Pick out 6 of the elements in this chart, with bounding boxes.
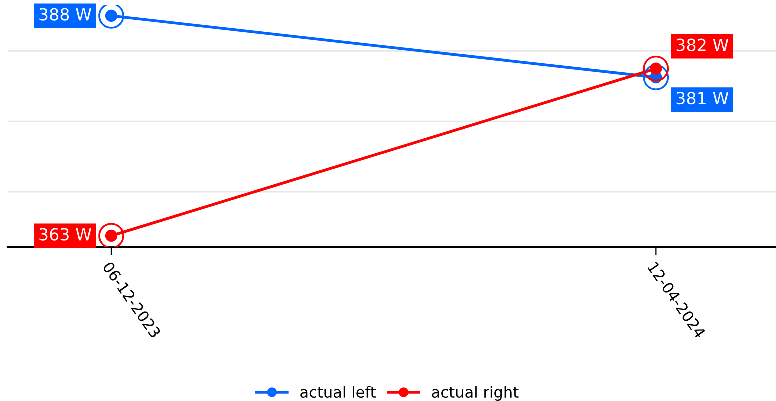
legend-label: actual left (300, 386, 376, 398)
data-label: 388 W (40, 8, 92, 21)
data-label: 363 W (40, 228, 92, 241)
data-label: 381 W (676, 92, 729, 105)
data-label: 382 W (676, 38, 729, 52)
legend-label: actual right (432, 386, 519, 401)
